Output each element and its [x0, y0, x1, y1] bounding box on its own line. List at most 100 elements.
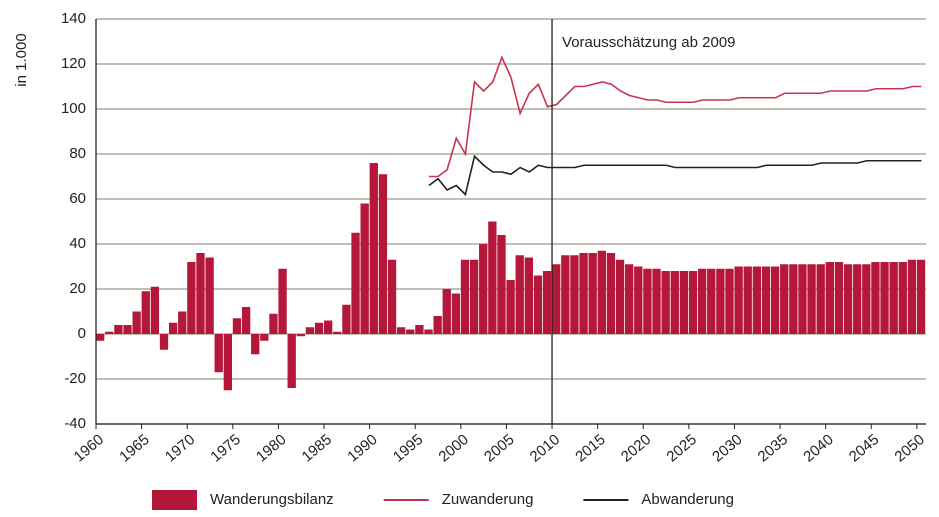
- bar: [132, 311, 141, 334]
- bar: [898, 262, 907, 334]
- bar: [652, 268, 661, 334]
- bar: [515, 255, 524, 334]
- line: [428, 154, 922, 197]
- x-tick-label: 2040: [800, 431, 836, 465]
- bar: [670, 271, 679, 334]
- bar: [451, 293, 461, 334]
- x-tick-label: 2030: [709, 431, 745, 465]
- bar: [761, 266, 771, 334]
- bar: [232, 318, 242, 334]
- bar: [597, 250, 606, 334]
- bar: [570, 255, 579, 334]
- bar: [825, 262, 834, 334]
- x-tick-label: 1995: [390, 431, 426, 465]
- y-tick-label: 100: [61, 100, 86, 117]
- bar: [469, 259, 479, 334]
- bar: [241, 307, 251, 334]
- bar: [333, 331, 342, 334]
- bar: [296, 334, 305, 337]
- bar: [588, 253, 597, 334]
- x-tick-label: 1960: [71, 431, 107, 465]
- x-tick-label: 2000: [435, 431, 471, 465]
- bar: [387, 259, 397, 334]
- bar: [816, 264, 825, 334]
- bar: [506, 280, 515, 334]
- bar: [533, 275, 543, 334]
- bar: [342, 304, 351, 334]
- bar: [223, 334, 233, 391]
- bar: [697, 268, 707, 334]
- y-tick-label: 0: [78, 325, 86, 342]
- bar: [561, 255, 570, 334]
- y-axis-label: in 1.000: [13, 33, 30, 86]
- bar: [798, 264, 807, 334]
- bar: [324, 320, 333, 334]
- x-tick-label: 2020: [618, 431, 654, 465]
- bar: [196, 253, 205, 334]
- x-tick-label: 2045: [846, 431, 882, 465]
- bar: [260, 334, 269, 341]
- y-tick-label: 40: [69, 235, 86, 252]
- bar: [150, 286, 160, 334]
- bar: [907, 259, 917, 334]
- bar: [752, 266, 762, 334]
- bar: [396, 327, 406, 334]
- bar: [168, 322, 178, 334]
- bar: [552, 264, 561, 334]
- bar: [251, 334, 260, 355]
- bar: [424, 329, 433, 334]
- x-tick-label: 1970: [162, 431, 198, 465]
- bar: [415, 325, 424, 334]
- bar: [187, 262, 196, 334]
- bar: [406, 329, 415, 334]
- x-tick-label: 1985: [299, 431, 335, 465]
- bar: [205, 257, 214, 334]
- x-tick-label: 1975: [207, 431, 243, 465]
- bar: [634, 266, 643, 334]
- y-tick-label: -20: [64, 370, 86, 387]
- bar: [716, 268, 725, 334]
- bar: [615, 259, 625, 334]
- bar: [643, 268, 652, 334]
- bar: [305, 327, 315, 334]
- bar: [105, 331, 114, 334]
- bar: [834, 262, 844, 334]
- bar: [734, 266, 743, 334]
- bar: [679, 271, 689, 334]
- bar: [269, 313, 278, 334]
- bar: [853, 264, 862, 334]
- x-tick-label: 1965: [116, 431, 152, 465]
- bar: [789, 264, 798, 334]
- x-tick-label: 2010: [527, 431, 563, 465]
- bar: [843, 264, 853, 334]
- bar: [278, 268, 287, 334]
- bar: [524, 257, 534, 334]
- bar: [725, 268, 734, 334]
- bar: [542, 271, 552, 334]
- annotation: Vorausschätzung ab 2009: [562, 34, 735, 51]
- bar: [770, 266, 780, 334]
- y-tick-label: 120: [61, 55, 86, 72]
- line: [428, 55, 922, 178]
- bar: [433, 316, 442, 334]
- bar: [871, 262, 880, 334]
- bar: [743, 266, 752, 334]
- bar: [96, 334, 105, 341]
- bar: [159, 334, 169, 350]
- legend-swatch: [152, 490, 197, 510]
- bar: [889, 262, 898, 334]
- bar: [479, 244, 488, 334]
- bar: [780, 264, 789, 334]
- bar: [178, 311, 187, 334]
- bar: [378, 174, 388, 334]
- bar: [880, 262, 889, 334]
- x-tick-label: 2050: [892, 431, 928, 465]
- bar: [916, 259, 926, 334]
- x-tick-label: 2015: [572, 431, 608, 465]
- bar: [606, 253, 616, 334]
- y-tick-label: 60: [69, 190, 86, 207]
- legend-label: Abwanderung: [641, 491, 734, 508]
- bar: [579, 253, 588, 334]
- bar: [488, 221, 497, 334]
